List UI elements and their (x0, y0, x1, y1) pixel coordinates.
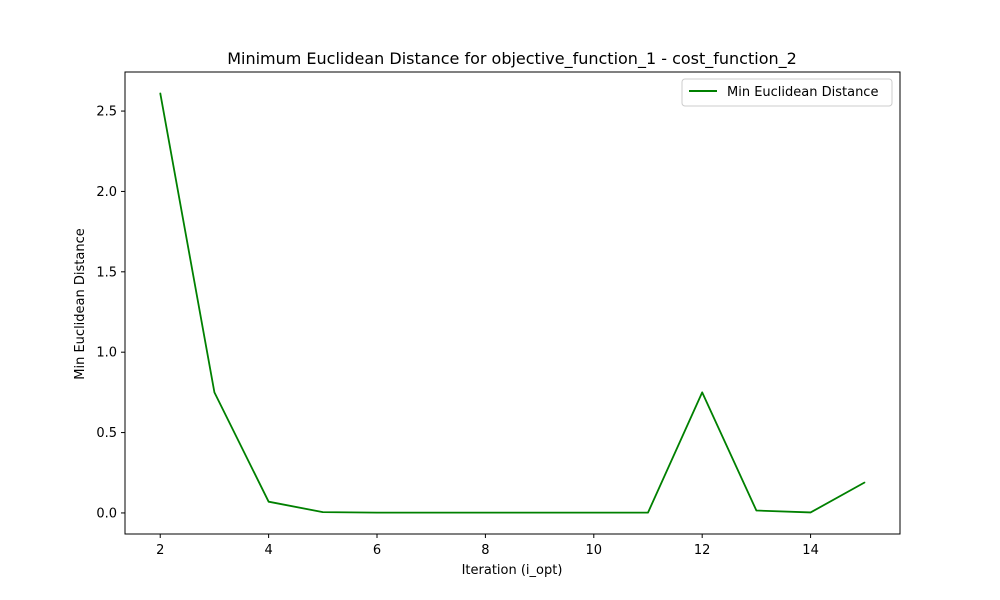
plot-area (124, 71, 901, 535)
data-point (864, 481, 866, 483)
chart-title: Minimum Euclidean Distance for objective… (227, 49, 797, 69)
x-axis-ticks: 2 4 6 8 10 12 14 (156, 534, 819, 558)
x-tick-label: 2 (156, 543, 164, 558)
series-line (159, 92, 866, 514)
data-point (538, 512, 541, 514)
data-point (213, 391, 216, 393)
y-tick-label: 1.5 (96, 265, 117, 280)
y-tick-label: 0.5 (96, 426, 117, 441)
data-point (809, 511, 812, 514)
data-point (593, 512, 595, 514)
x-tick-label: 8 (481, 543, 489, 558)
y-tick-label: 2.0 (96, 185, 117, 200)
data-point (755, 509, 757, 512)
data-point (484, 512, 487, 514)
data-point (268, 501, 270, 503)
data-point (430, 512, 432, 514)
x-axis-label: Iteration (i_opt) (462, 563, 563, 578)
legend: Min Euclidean Distance (681, 78, 893, 107)
series-layer (159, 92, 866, 514)
x-tick-label: 14 (802, 543, 819, 558)
data-point (159, 92, 161, 94)
data-point (322, 511, 324, 513)
y-axis-label: Min Euclidean Distance (73, 228, 88, 379)
legend-label: Min Euclidean Distance (727, 85, 878, 100)
x-tick-label: 10 (586, 543, 603, 558)
x-tick-label: 12 (694, 543, 711, 558)
y-axis-ticks: 0.0 0.5 1.0 1.5 2.0 2.5 (96, 105, 125, 521)
data-point (701, 391, 703, 393)
data-point (647, 512, 649, 514)
y-tick-label: 1.0 (96, 346, 117, 361)
y-tick-label: 0.0 (96, 506, 117, 521)
data-point (376, 512, 378, 514)
x-tick-label: 4 (264, 543, 272, 558)
axes-frame (124, 71, 901, 535)
y-tick-label: 2.5 (96, 105, 117, 120)
legend-box (681, 78, 893, 107)
x-tick-label: 6 (373, 543, 381, 558)
